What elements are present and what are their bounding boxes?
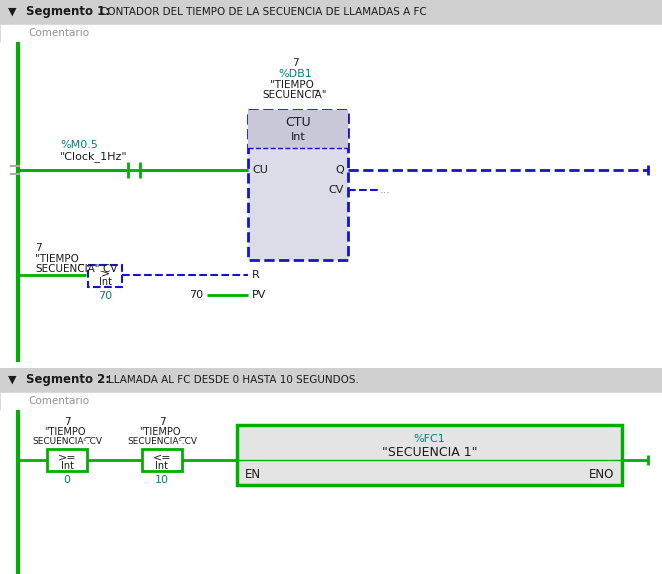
Text: Comentario: Comentario: [28, 28, 89, 38]
Text: ...: ...: [380, 185, 391, 195]
Text: 70: 70: [189, 290, 203, 300]
Text: Segmento 2:: Segmento 2:: [26, 374, 110, 386]
FancyBboxPatch shape: [0, 392, 662, 410]
FancyBboxPatch shape: [47, 449, 87, 471]
Text: SECUENCIA".CV: SECUENCIA".CV: [35, 264, 117, 274]
Text: PV: PV: [252, 290, 266, 300]
Text: Segmento 1:: Segmento 1:: [26, 6, 110, 18]
Text: LLAMADA AL FC DESDE 0 HASTA 10 SEGUNDOS.: LLAMADA AL FC DESDE 0 HASTA 10 SEGUNDOS.: [108, 375, 359, 385]
Text: CONTADOR DEL TIEMPO DE LA SECUENCIA DE LLAMADAS A FC: CONTADOR DEL TIEMPO DE LA SECUENCIA DE L…: [100, 7, 427, 17]
Text: "TIEMPO_: "TIEMPO_: [139, 426, 185, 437]
Text: %FC1: %FC1: [414, 434, 446, 444]
Text: 7: 7: [64, 417, 70, 427]
Text: Int: Int: [60, 461, 73, 471]
FancyBboxPatch shape: [248, 110, 348, 260]
Text: SECUENCIAᶜ.CV: SECUENCIAᶜ.CV: [127, 436, 197, 445]
Text: "Clock_1Hz": "Clock_1Hz": [60, 152, 128, 162]
Text: 0: 0: [64, 475, 70, 485]
Text: R: R: [252, 270, 260, 280]
Text: 7: 7: [159, 417, 166, 427]
FancyBboxPatch shape: [0, 368, 662, 392]
Text: CTU: CTU: [285, 117, 311, 130]
Text: %M0.5: %M0.5: [60, 140, 98, 150]
Text: CV: CV: [328, 185, 344, 195]
Text: SECUENCIAᶜ.CV: SECUENCIAᶜ.CV: [32, 436, 102, 445]
Text: %DB1: %DB1: [278, 69, 312, 79]
Text: 7: 7: [292, 58, 299, 68]
Text: EN: EN: [245, 468, 261, 480]
Text: SECUENCIA": SECUENCIA": [263, 90, 327, 100]
FancyBboxPatch shape: [88, 265, 122, 287]
Text: Int: Int: [291, 132, 305, 142]
Text: ▼: ▼: [8, 7, 17, 17]
Text: ▼: ▼: [8, 375, 17, 385]
FancyBboxPatch shape: [237, 425, 622, 485]
FancyBboxPatch shape: [142, 449, 182, 471]
Text: "SECUENCIA 1": "SECUENCIA 1": [382, 447, 477, 460]
FancyBboxPatch shape: [0, 0, 662, 24]
Text: <=: <=: [153, 452, 171, 462]
Text: >=: >=: [58, 452, 76, 462]
Text: "TIEMPO_: "TIEMPO_: [35, 254, 84, 265]
Text: Q: Q: [335, 165, 344, 175]
Text: Int: Int: [99, 277, 111, 287]
Text: "TIEMPO_: "TIEMPO_: [44, 426, 90, 437]
Text: "TIEMPO_: "TIEMPO_: [271, 80, 320, 91]
FancyBboxPatch shape: [248, 110, 348, 148]
FancyBboxPatch shape: [0, 42, 662, 368]
Text: ENO: ENO: [589, 468, 614, 480]
Text: >: >: [101, 268, 110, 278]
FancyBboxPatch shape: [0, 24, 662, 42]
Text: Comentario: Comentario: [28, 396, 89, 406]
Text: 7: 7: [35, 243, 42, 253]
Text: CU: CU: [252, 165, 268, 175]
Text: 70: 70: [98, 291, 112, 301]
FancyBboxPatch shape: [0, 410, 662, 574]
Text: 10: 10: [155, 475, 169, 485]
Text: Int: Int: [156, 461, 169, 471]
